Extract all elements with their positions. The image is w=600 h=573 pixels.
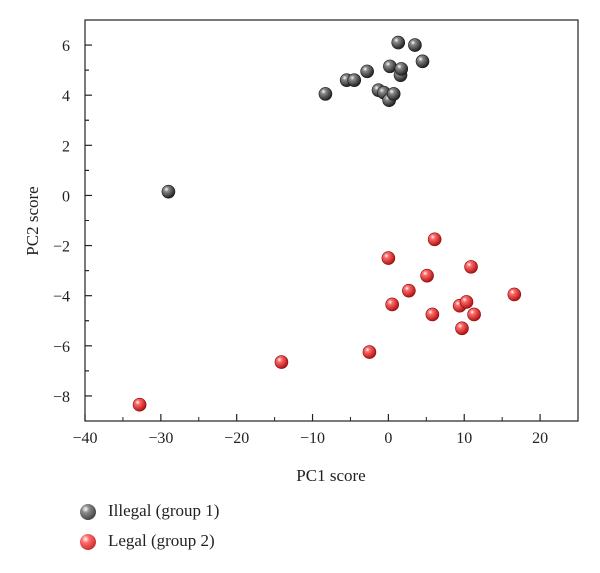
illegal-point: [391, 35, 406, 50]
y-tick-label: 4: [62, 88, 70, 105]
x-axis-title: PC1 score: [296, 466, 365, 485]
y-tick-label: 0: [62, 188, 70, 205]
y-tick-label: 6: [62, 38, 70, 55]
legal-point: [427, 232, 442, 247]
plot-frame: [84, 19, 579, 422]
illegal-point: [360, 64, 374, 79]
y-tick-label: 2: [62, 138, 70, 155]
y-tick-label: −4: [53, 289, 70, 306]
legal-point: [507, 287, 522, 302]
y-tick-label: −6: [53, 339, 70, 356]
legal-point: [362, 345, 377, 359]
legal-point: [402, 283, 416, 298]
x-tick-label: 0: [384, 430, 392, 447]
x-tick-label: −30: [148, 430, 173, 447]
legend-marker-illegal: [80, 504, 96, 520]
x-tick-label: 10: [456, 430, 472, 447]
illegal-point: [347, 73, 362, 87]
legal-point: [381, 251, 396, 265]
x-tick-label: −10: [300, 430, 325, 447]
y-axis-title: PC2 score: [23, 186, 42, 255]
legal-point: [455, 321, 469, 336]
illegal-point: [394, 62, 409, 76]
legend-label-legal: Legal (group 2): [108, 531, 215, 550]
legal-point: [459, 295, 474, 309]
legal-point: [420, 268, 434, 283]
legal-point: [467, 307, 481, 322]
legend-marker-legal: [80, 534, 96, 550]
x-tick-label: −20: [224, 430, 249, 447]
illegal-point: [386, 87, 401, 101]
x-tick-label: −40: [72, 430, 97, 447]
y-tick-label: −2: [53, 239, 70, 256]
x-tick-label: 20: [532, 430, 548, 447]
illegal-point: [318, 87, 333, 101]
data-points: [132, 35, 522, 412]
legal-point: [464, 260, 478, 274]
illegal-point: [383, 59, 397, 74]
legal-point: [274, 355, 289, 369]
illegal-point: [415, 54, 430, 69]
legend-label-illegal: Illegal (group 1): [108, 501, 220, 520]
illegal-point: [408, 38, 422, 52]
legal-point: [132, 397, 147, 412]
illegal-point: [161, 184, 176, 199]
legal-point: [385, 297, 399, 312]
y-tick-label: −8: [53, 389, 70, 406]
legal-point: [425, 307, 440, 322]
